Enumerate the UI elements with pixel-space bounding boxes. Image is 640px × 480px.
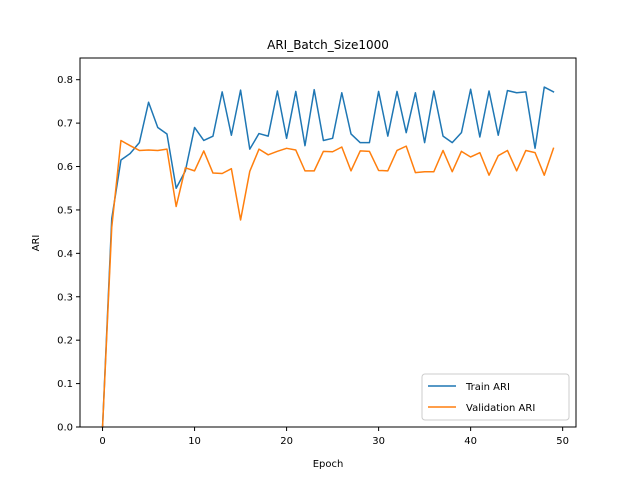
x-tick-label: 30 xyxy=(372,436,385,447)
legend-label-validation-ari: Validation ARI xyxy=(466,403,535,414)
x-axis-title: Epoch xyxy=(313,459,344,470)
y-axis-title: ARI xyxy=(31,235,42,252)
legend: Train ARI Validation ARI xyxy=(421,373,570,421)
y-tick-label: 0.1 xyxy=(57,379,73,390)
x-axis: 0 10 20 30 40 50 xyxy=(99,427,569,447)
y-tick-label: 0.6 xyxy=(57,162,73,173)
y-tick-label: 0.0 xyxy=(57,423,73,434)
y-tick-label: 0.5 xyxy=(57,205,73,216)
chart-title: ARI_Batch_Size1000 xyxy=(267,38,389,52)
x-tick-label: 50 xyxy=(556,436,569,447)
x-tick-label: 0 xyxy=(99,436,105,447)
y-tick-label: 0.2 xyxy=(57,336,73,347)
plot-frame xyxy=(79,57,577,428)
x-tick-label: 40 xyxy=(464,436,477,447)
x-tick-label: 20 xyxy=(280,436,293,447)
y-tick-label: 0.4 xyxy=(57,249,73,260)
y-tick-label: 0.8 xyxy=(57,75,73,86)
y-tick-label: 0.7 xyxy=(57,119,73,130)
y-axis: 0.0 0.1 0.2 0.3 0.4 0.5 0.6 0.7 0.8 xyxy=(57,75,80,434)
legend-label-train-ari: Train ARI xyxy=(465,382,510,393)
y-tick-label: 0.3 xyxy=(57,292,73,303)
series-line-train-ari xyxy=(101,86,555,428)
series-layer xyxy=(101,86,555,428)
series-line-validation-ari xyxy=(101,139,555,428)
x-tick-label: 10 xyxy=(188,436,201,447)
legend-box xyxy=(421,373,570,421)
